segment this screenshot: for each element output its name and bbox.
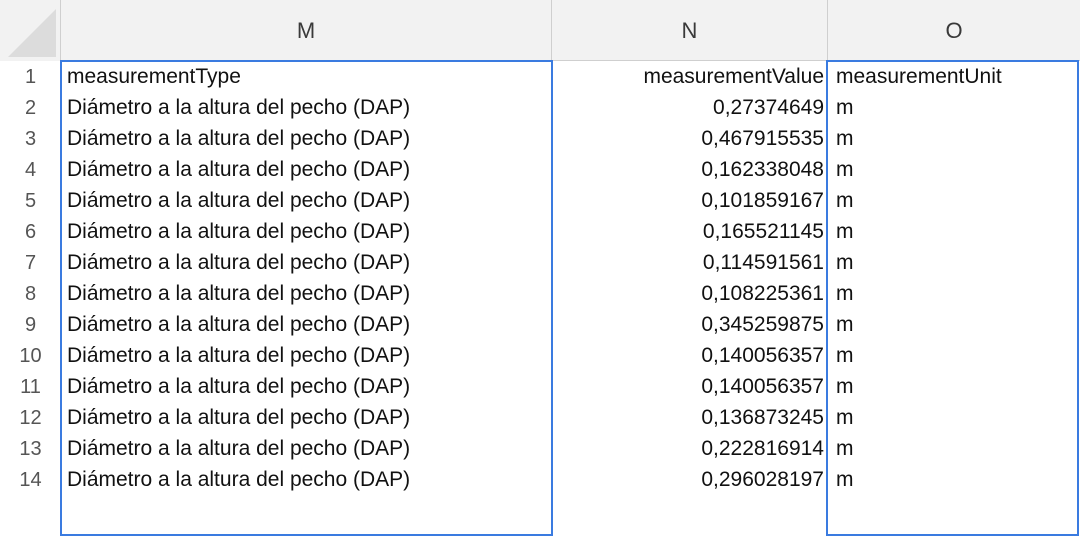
cell-n[interactable]: 0,114591561 bbox=[702, 251, 824, 274]
cell-o[interactable]: m bbox=[836, 251, 854, 274]
cell-o[interactable]: m bbox=[836, 406, 854, 429]
cell-o[interactable]: m bbox=[836, 282, 854, 305]
cell-m[interactable]: Diámetro a la altura del pecho (DAP) bbox=[67, 375, 411, 398]
row-number[interactable]: 12 bbox=[0, 402, 61, 433]
cell-n[interactable]: 0,165521145 bbox=[702, 220, 824, 243]
cell-o[interactable]: m bbox=[836, 127, 854, 150]
table-row: 4 Diámetro a la altura del pecho (DAP) 0… bbox=[0, 154, 1080, 185]
cell-n[interactable]: 0,136873245 bbox=[701, 406, 824, 429]
table-row: 7 Diámetro a la altura del pecho (DAP) 0… bbox=[0, 247, 1080, 278]
cell-m[interactable]: Diámetro a la altura del pecho (DAP) bbox=[67, 406, 411, 429]
row-number[interactable]: 11 bbox=[0, 371, 61, 402]
cell-n[interactable]: 0,108225361 bbox=[701, 282, 824, 305]
table-row: 8 Diámetro a la altura del pecho (DAP) 0… bbox=[0, 278, 1080, 309]
cell-m[interactable]: Diámetro a la altura del pecho (DAP) bbox=[67, 282, 411, 305]
row-number[interactable]: 4 bbox=[0, 154, 61, 185]
cell-m[interactable]: Diámetro a la altura del pecho (DAP) bbox=[67, 437, 411, 460]
column-header-bar: M N O bbox=[0, 0, 1080, 61]
cell-m[interactable]: Diámetro a la altura del pecho (DAP) bbox=[67, 189, 411, 212]
table-row: 9 Diámetro a la altura del pecho (DAP) 0… bbox=[0, 309, 1080, 340]
table-row: 13 Diámetro a la altura del pecho (DAP) … bbox=[0, 433, 1080, 464]
cell-m[interactable]: Diámetro a la altura del pecho (DAP) bbox=[67, 251, 411, 274]
cell-n[interactable]: 0,162338048 bbox=[701, 158, 824, 181]
table-row-header: 1 measurementType measurementValue measu… bbox=[0, 61, 1080, 92]
row-number[interactable]: 9 bbox=[0, 309, 61, 340]
row-number[interactable]: 14 bbox=[0, 464, 61, 495]
cell-o[interactable]: m bbox=[836, 468, 854, 491]
cell-m[interactable]: Diámetro a la altura del pecho (DAP) bbox=[67, 96, 411, 119]
cell-n[interactable]: 0,101859167 bbox=[701, 189, 824, 212]
cell-m[interactable]: Diámetro a la altura del pecho (DAP) bbox=[67, 158, 411, 181]
table-row: 2 Diámetro a la altura del pecho (DAP) 0… bbox=[0, 92, 1080, 123]
cell-n[interactable]: 0,140056357 bbox=[701, 375, 824, 398]
table-row: 12 Diámetro a la altura del pecho (DAP) … bbox=[0, 402, 1080, 433]
row-number[interactable]: 10 bbox=[0, 340, 61, 371]
cell-n[interactable]: 0,467915535 bbox=[701, 127, 824, 150]
cell-n[interactable]: 0,27374649 bbox=[713, 96, 824, 119]
cell-m[interactable]: Diámetro a la altura del pecho (DAP) bbox=[67, 127, 411, 150]
cell-o[interactable]: m bbox=[836, 313, 854, 336]
row-number[interactable]: 2 bbox=[0, 92, 61, 123]
column-header-m[interactable]: M bbox=[61, 0, 552, 60]
cell-o[interactable]: m bbox=[836, 437, 854, 460]
cell-m[interactable]: Diámetro a la altura del pecho (DAP) bbox=[67, 313, 411, 336]
column-header-n[interactable]: N bbox=[552, 0, 828, 60]
row-number[interactable]: 3 bbox=[0, 123, 61, 154]
cell-o[interactable]: measurementUnit bbox=[836, 65, 1002, 88]
cell-o[interactable]: m bbox=[836, 220, 854, 243]
cell-o[interactable]: m bbox=[836, 96, 854, 119]
row-number[interactable]: 6 bbox=[0, 216, 61, 247]
cell-o[interactable]: m bbox=[836, 375, 854, 398]
cell-n[interactable]: 0,296028197 bbox=[701, 468, 824, 491]
cell-o[interactable]: m bbox=[836, 158, 854, 181]
cell-n[interactable]: 0,140056357 bbox=[701, 344, 824, 367]
cell-n[interactable]: 0,345259875 bbox=[701, 313, 824, 336]
cell-m[interactable]: Diámetro a la altura del pecho (DAP) bbox=[67, 468, 411, 491]
row-number[interactable]: 7 bbox=[0, 247, 61, 278]
cell-o[interactable]: m bbox=[836, 189, 854, 212]
cell-m[interactable]: Diámetro a la altura del pecho (DAP) bbox=[67, 344, 411, 367]
table-row: 14 Diámetro a la altura del pecho (DAP) … bbox=[0, 464, 1080, 495]
table-row: 5 Diámetro a la altura del pecho (DAP) 0… bbox=[0, 185, 1080, 216]
table-row: 6 Diámetro a la altura del pecho (DAP) 0… bbox=[0, 216, 1080, 247]
cell-m[interactable]: measurementType bbox=[67, 65, 241, 88]
row-number[interactable]: 13 bbox=[0, 433, 61, 464]
row-number[interactable]: 1 bbox=[0, 61, 61, 92]
select-all-triangle-icon bbox=[8, 9, 56, 57]
cell-n[interactable]: measurementValue bbox=[643, 65, 824, 88]
column-header-o[interactable]: O bbox=[945, 18, 963, 43]
select-all-corner[interactable] bbox=[0, 0, 61, 61]
row-number[interactable]: 5 bbox=[0, 185, 61, 216]
table-row: 3 Diámetro a la altura del pecho (DAP) 0… bbox=[0, 123, 1080, 154]
table-row: 11 Diámetro a la altura del pecho (DAP) … bbox=[0, 371, 1080, 402]
cell-o[interactable]: m bbox=[836, 344, 854, 367]
table-row: 10 Diámetro a la altura del pecho (DAP) … bbox=[0, 340, 1080, 371]
cell-n[interactable]: 0,222816914 bbox=[701, 437, 824, 460]
row-number[interactable]: 8 bbox=[0, 278, 61, 309]
grid-rows: 1 measurementType measurementValue measu… bbox=[0, 61, 1080, 495]
cell-m[interactable]: Diámetro a la altura del pecho (DAP) bbox=[67, 220, 411, 243]
